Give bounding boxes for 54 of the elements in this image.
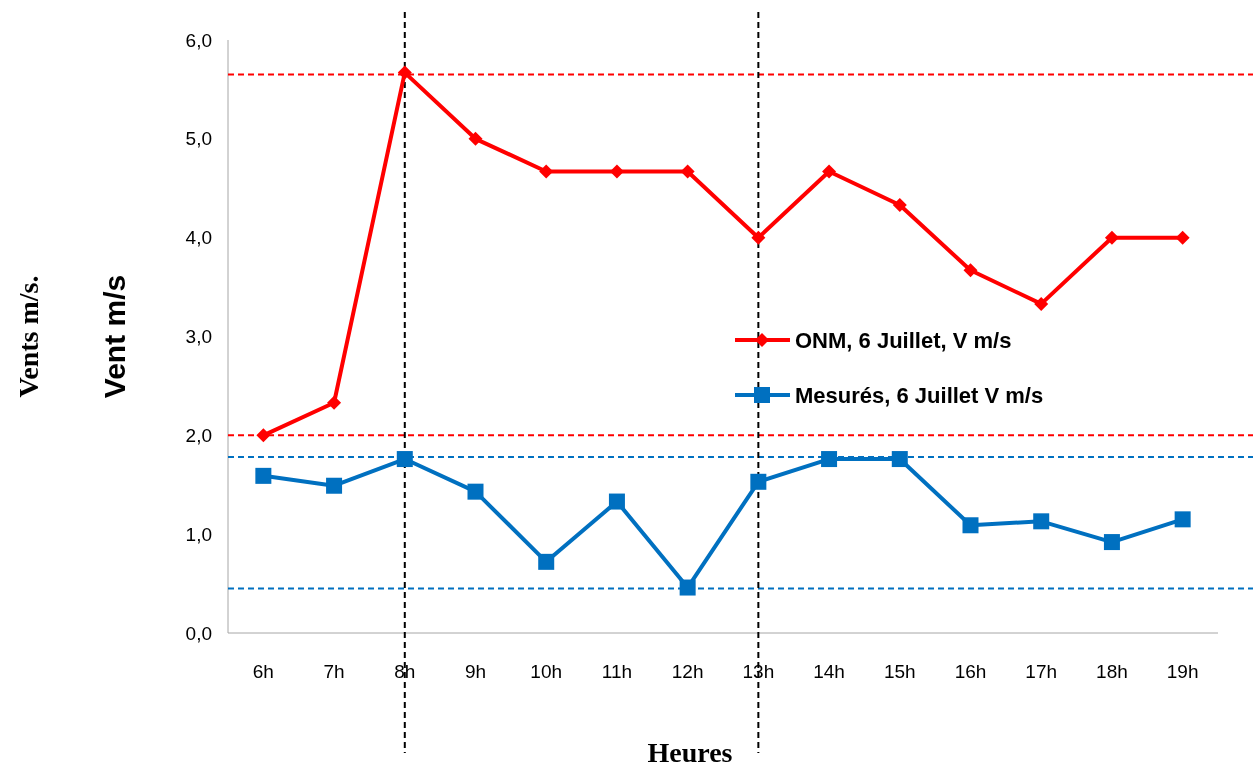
y-tick-label: 6,0: [185, 29, 212, 51]
point: [397, 65, 412, 80]
point: [750, 473, 767, 490]
x-tick-label: 19h: [1166, 661, 1199, 682]
point: [1175, 230, 1190, 245]
point: [679, 579, 696, 596]
x-axis-title: Heures: [647, 737, 733, 767]
point: [609, 164, 624, 179]
point: [962, 517, 979, 534]
point: [396, 451, 413, 468]
point: [821, 451, 838, 468]
point: [1104, 230, 1119, 245]
point: [891, 451, 908, 468]
x-tick-label: 11h: [601, 661, 633, 682]
point: [822, 164, 837, 179]
point: [255, 467, 272, 484]
point: [468, 131, 483, 146]
y-tick-label: 0,0: [185, 622, 212, 644]
x-tick-label: 16h: [954, 661, 987, 682]
point: [1033, 513, 1050, 530]
point: [751, 230, 766, 245]
legend-label: ONM, 6 Juillet, V m/s: [795, 327, 1012, 353]
point: [892, 198, 907, 213]
point: [467, 483, 484, 500]
x-tick-label: 7h: [323, 661, 345, 682]
x-tick-label: 17h: [1025, 661, 1058, 682]
x-tick-label: 6h: [252, 661, 274, 682]
point: [327, 395, 342, 410]
point: [326, 477, 343, 494]
y-tick-label: 4,0: [185, 227, 212, 249]
x-tick-label: 15h: [883, 661, 916, 682]
x-tick-label: 8h: [394, 661, 416, 682]
point: [539, 164, 554, 179]
x-tick-label: 18h: [1096, 661, 1128, 682]
y-tick-label: 5,0: [185, 128, 212, 150]
point: [680, 164, 695, 179]
point: [963, 263, 978, 278]
point: [1174, 511, 1191, 528]
point: [608, 493, 625, 510]
point: [538, 553, 555, 570]
y-tick-label: 2,0: [185, 424, 212, 446]
y-tick-label: 1,0: [185, 523, 212, 545]
point: [1034, 296, 1049, 311]
x-tick-label: 12h: [671, 661, 704, 682]
x-tick-label: 10h: [530, 661, 563, 682]
x-tick-label: 13h: [742, 661, 775, 682]
text: Vents m/s.: [13, 275, 44, 398]
x-tick-label: 9h: [464, 661, 487, 682]
x-tick-label: 14h: [813, 661, 845, 682]
point: [1103, 534, 1120, 551]
y-tick-label: 3,0: [185, 326, 212, 348]
legend-label: Mesurés, 6 Juillet V m/s: [795, 382, 1044, 408]
point: [256, 428, 271, 443]
y-axis-title: Vent m/s: [98, 274, 131, 399]
